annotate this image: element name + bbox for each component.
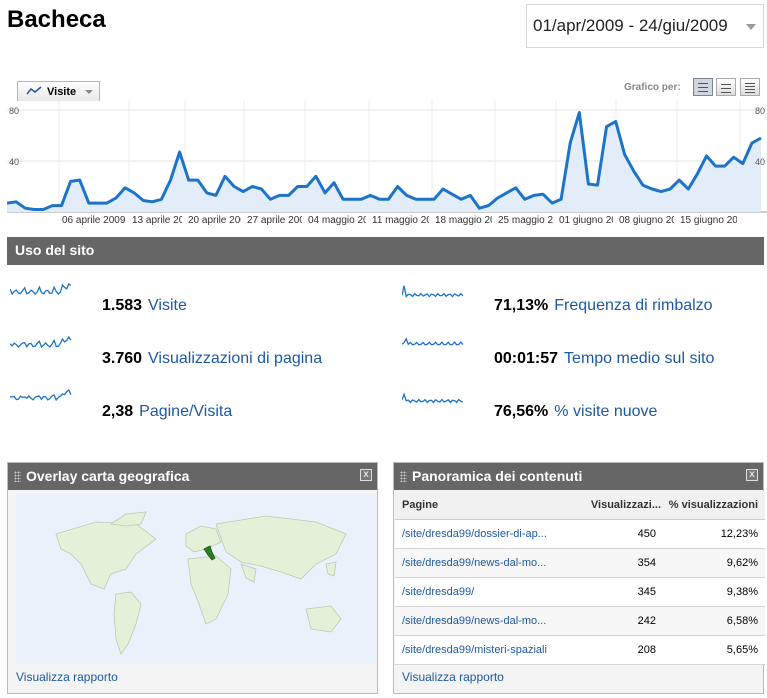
table-row: /site/dresda99/news-dal-mo... 354 9,62% <box>395 548 765 578</box>
pageviews-cell: 354 <box>578 548 663 578</box>
pageviews-cell: 450 <box>578 519 663 549</box>
pageviews-percent-cell: 9,38% <box>663 577 765 607</box>
page-link[interactable]: /site/dresda99/dossier-di-ap... <box>395 519 578 549</box>
sparkline-icon[interactable] <box>402 336 468 356</box>
chevron-down-icon <box>746 24 756 30</box>
page-link[interactable]: /site/dresda99/news-dal-mo... <box>395 548 578 578</box>
table-row: /site/dresda99/345 9,38% <box>395 577 765 607</box>
x-tick-label: 06 aprile 2009 <box>62 215 126 226</box>
stat-label-link[interactable]: % visite nuove <box>554 403 658 420</box>
date-range-text: 01/apr/2009 - 24/giu/2009 <box>533 16 728 35</box>
content-table: Pagine Visualizzazi... % visualizzazioni… <box>395 491 765 665</box>
visits-area <box>7 112 761 212</box>
x-tick-label: 13 aprile 2009 <box>132 215 196 226</box>
sparkline-icon[interactable] <box>10 336 76 356</box>
table-header-row: Pagine Visualizzazi... % visualizzazioni <box>395 491 765 520</box>
x-tick-label: 27 aprile 2009 <box>247 215 311 226</box>
x-tick-label: 08 giugno 2009 <box>619 215 688 226</box>
x-tick-label: 18 maggio 2009 <box>435 215 507 226</box>
x-tick-label: 11 maggio 2009 <box>372 215 443 226</box>
metric-selector[interactable]: Visite <box>17 81 100 101</box>
close-icon[interactable]: x <box>360 469 372 481</box>
map-overlay-panel: Overlay carta geografica x Visualizza ra… <box>7 462 378 694</box>
stat-value: 00:01:57 Tempo medio sul sito <box>494 350 715 367</box>
column-header-pageviews-percent[interactable]: % visualizzazioni <box>663 491 765 520</box>
y-tick-label: 80 <box>9 106 19 116</box>
pageviews-cell: 242 <box>578 606 663 636</box>
pageviews-cell: 345 <box>578 577 663 607</box>
stat-label-link[interactable]: Frequenza di rimbalzo <box>554 297 713 314</box>
table-row: /site/dresda99/news-dal-mo... 242 6,58% <box>395 606 765 636</box>
stat-value: 2,38 Pagine/Visita <box>102 403 233 420</box>
sparkline-icon[interactable] <box>10 283 76 303</box>
metric-label: Visite <box>47 86 77 98</box>
drag-handle-icon[interactable] <box>14 471 21 482</box>
map-panel-header: Overlay carta geografica x <box>8 463 377 490</box>
map-panel-title: Overlay carta geografica <box>26 468 190 484</box>
date-range-selector[interactable]: 01/apr/2009 - 24/giu/2009 <box>526 4 764 48</box>
pageviews-percent-cell: 6,58% <box>663 606 765 636</box>
sparkline-icon[interactable] <box>402 389 468 409</box>
pageviews-percent-cell: 9,62% <box>663 548 765 578</box>
page-title: Bacheca <box>7 6 106 33</box>
x-tick-label: 25 maggio 2009 <box>498 215 570 226</box>
stat-value: 76,56%% visite nuove <box>494 403 658 420</box>
page-link[interactable]: /site/dresda99/misteri-spaziali <box>395 635 578 665</box>
stat-value: 1.583 Visite <box>102 297 187 314</box>
line-chart-icon <box>26 86 42 95</box>
content-view-report-link[interactable]: Visualizza rapporto <box>402 670 504 684</box>
content-panel-title: Panoramica dei contenuti <box>412 468 583 484</box>
graph-by-month-button[interactable] <box>740 78 760 96</box>
graph-by-week-button[interactable] <box>716 78 736 96</box>
stat-value: 3.760 Visualizzazioni di pagina <box>102 350 323 367</box>
graph-by-label: Grafico per: <box>624 82 681 93</box>
stat-label-link[interactable]: Pagine/Visita <box>139 403 233 420</box>
column-header-pages[interactable]: Pagine <box>395 491 578 520</box>
drag-handle-icon[interactable] <box>400 471 407 482</box>
page-link[interactable]: /site/dresda99/ <box>395 577 578 607</box>
map-view-report-link[interactable]: Visualizza rapporto <box>16 670 118 684</box>
stat-label-link[interactable]: Visualizzazioni di pagina <box>148 350 323 367</box>
pageviews-cell: 208 <box>578 635 663 665</box>
stat-label-link[interactable]: Visite <box>148 297 187 314</box>
stat-label-link[interactable]: Tempo medio sul sito <box>564 350 715 367</box>
sparkline-icon[interactable] <box>402 283 468 303</box>
x-tick-label: 20 aprile 2009 <box>188 215 252 226</box>
pageviews-percent-cell: 12,23% <box>663 519 765 549</box>
content-overview-panel: Panoramica dei contenuti x Pagine Visual… <box>393 462 765 694</box>
content-panel-header: Panoramica dei contenuti x <box>394 463 763 490</box>
usage-section-header: Uso del sito <box>7 237 764 265</box>
x-tick-label: 15 giugno 2009 <box>680 215 749 226</box>
pageviews-percent-cell: 5,65% <box>663 635 765 665</box>
x-tick-label: 04 maggio 2009 <box>308 215 380 226</box>
column-header-pageviews[interactable]: Visualizzazi... <box>578 491 663 520</box>
world-map[interactable] <box>16 494 376 664</box>
chevron-down-icon <box>85 90 93 94</box>
italy-highlight <box>203 545 216 561</box>
close-icon[interactable]: x <box>746 469 758 481</box>
y-tick-label: 80 <box>755 106 765 116</box>
visits-line <box>7 111 762 211</box>
x-tick-label: 01 giugno 2009 <box>559 215 628 226</box>
y-tick-label: 40 <box>755 157 765 167</box>
graph-by-day-button[interactable] <box>693 78 713 96</box>
table-row: /site/dresda99/misteri-spaziali 208 5,65% <box>395 635 765 665</box>
y-tick-label: 40 <box>9 157 19 167</box>
table-row: /site/dresda99/dossier-di-ap... 450 12,23% <box>395 519 765 549</box>
sparkline-icon[interactable] <box>10 389 76 409</box>
stat-value: 71,13% Frequenza di rimbalzo <box>494 297 713 314</box>
page-link[interactable]: /site/dresda99/news-dal-mo... <box>395 606 578 636</box>
